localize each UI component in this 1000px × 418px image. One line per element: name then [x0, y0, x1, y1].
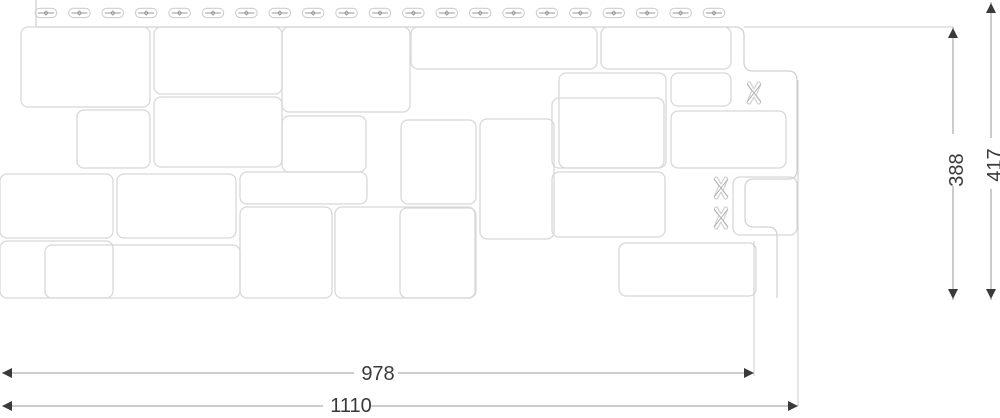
svg-text:1110: 1110	[330, 395, 372, 417]
svg-text:388: 388	[946, 153, 968, 186]
svg-text:978: 978	[361, 363, 394, 385]
svg-text:417: 417	[984, 148, 1000, 181]
